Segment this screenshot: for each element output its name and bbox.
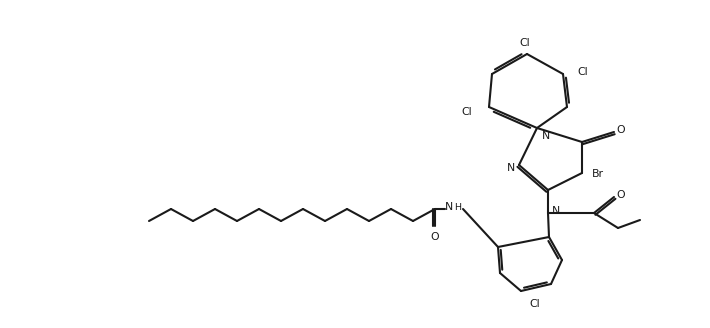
Text: H: H [454,202,462,212]
Text: Cl: Cl [578,67,589,77]
Text: Cl: Cl [462,107,472,117]
Text: N: N [507,163,515,173]
Text: Cl: Cl [530,299,540,309]
Text: N: N [542,131,550,141]
Text: N: N [445,202,453,212]
Text: Cl: Cl [520,38,530,48]
Text: O: O [617,190,626,200]
Text: O: O [617,125,626,135]
Text: O: O [431,232,439,242]
Text: N: N [552,206,560,216]
Text: Br: Br [592,169,604,179]
